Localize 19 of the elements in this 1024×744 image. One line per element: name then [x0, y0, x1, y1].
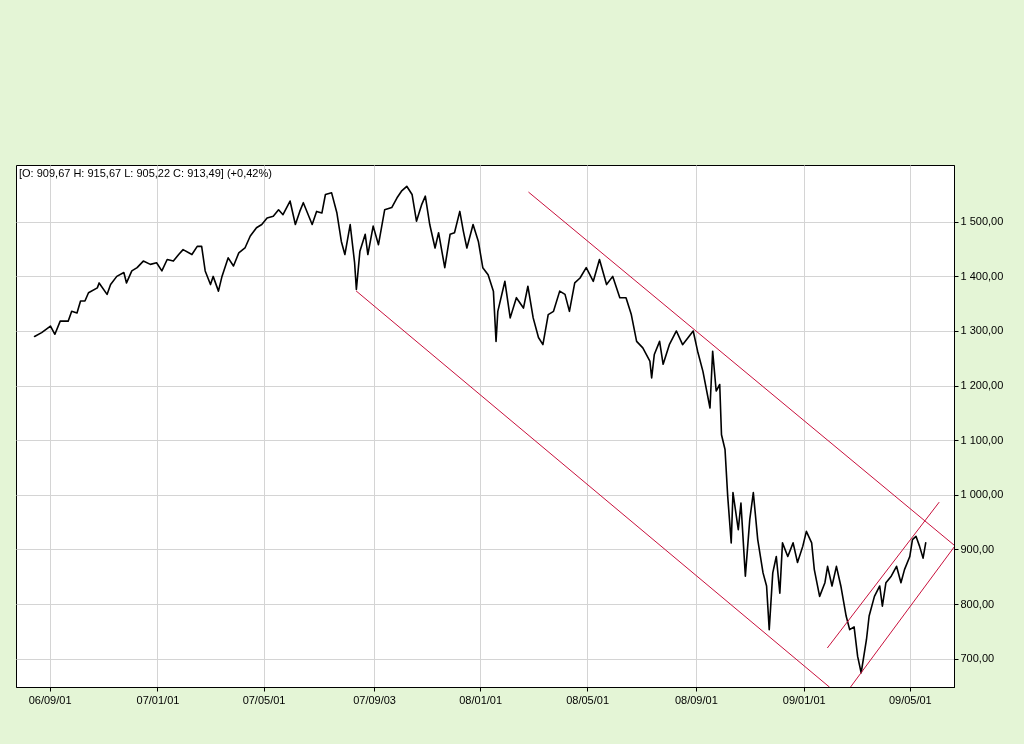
y-tick-label: 900,00 — [960, 542, 995, 555]
y-tick-label: 1 200,00 — [960, 379, 1004, 392]
y-tick-label: 700,00 — [960, 652, 995, 665]
x-tick-label: 08/09/01 — [674, 693, 718, 706]
x-tick-label: 09/05/01 — [888, 693, 932, 706]
x-tick-label: 08/05/01 — [566, 693, 610, 706]
y-tick-label: 800,00 — [960, 597, 995, 610]
annotation: [O: 909,67 H: 915,67 L: 905,22 C: 913,49] (+0,42%) — [19, 167, 272, 179]
y-tick-label: 1 300,00 — [960, 324, 1004, 337]
x-tick-label: 09/01/01 — [782, 693, 826, 706]
y-tick-label: 1 000,00 — [960, 488, 1004, 501]
x-tick-label: 08/01/01 — [459, 693, 503, 706]
x-tick-label: 07/05/01 — [242, 693, 286, 706]
y-tick-label: 1 100,00 — [960, 433, 1004, 446]
x-tick-label: 07/01/01 — [136, 693, 180, 706]
x-tick-label: 07/09/03 — [353, 693, 396, 706]
y-tick-label: 1 500,00 — [960, 215, 1004, 228]
y-tick-label: 1 400,00 — [960, 269, 1004, 282]
x-tick-label: 06/09/01 — [28, 693, 72, 706]
